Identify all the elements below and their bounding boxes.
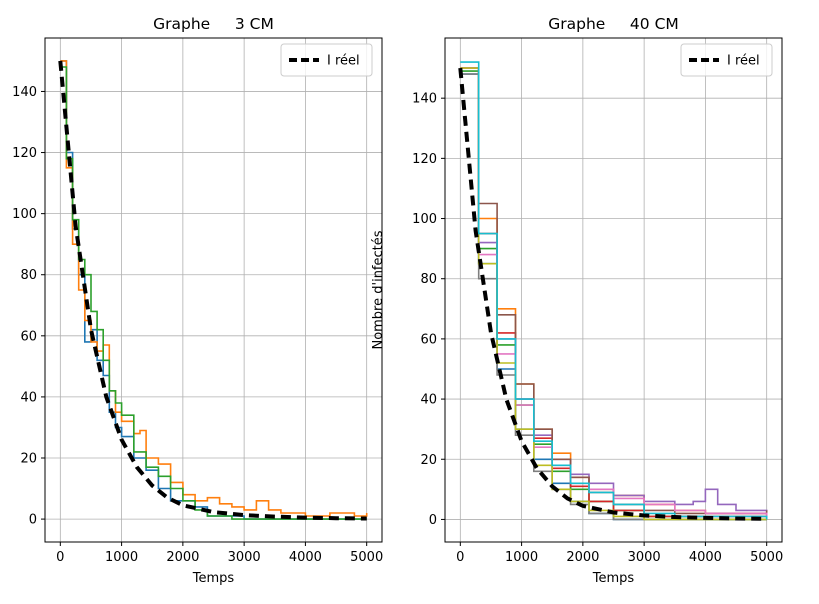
y-tick-label: 0 [429,513,437,528]
reference-line [458,67,767,521]
x-tick-label: 5000 [350,550,383,565]
plot-frame [444,37,783,543]
x-tick-label: 2000 [566,550,599,565]
x-axis-label: Temps [192,571,235,586]
y-tick-label: 140 [412,92,437,107]
legend-label: I réel [727,54,760,69]
series-line-6 [460,67,768,515]
series-line-7 [460,67,768,517]
legend: I réel [680,43,773,77]
legend-box [280,43,373,77]
series-line-1 [60,60,367,520]
y-tick-label: 40 [420,393,437,408]
y-tick-label: 120 [12,146,37,161]
series-line-1 [460,73,767,521]
x-tick-label: 4000 [689,550,722,565]
y-tick-label: 80 [420,272,437,287]
x-tick-label: 3000 [228,550,261,565]
y-tick-label: 0 [29,513,37,528]
series-line-2 [60,60,368,517]
series-line-3 [60,66,367,520]
series-group [58,60,368,521]
legend-box [680,43,773,77]
chart-1: 0 1000 2000 3000 4000 5000 0 20 40 60 80 100 120 140 G… [12,15,383,586]
y-axis-label: Nombre d'infectés [371,230,386,349]
y-tick-label: 20 [20,452,37,467]
x-axis-label: Temps [592,571,635,586]
x-tick-label: 3000 [628,550,661,565]
series-line-5 [460,67,768,514]
x-tick-label: 0 [56,550,64,565]
y-tick-label: 100 [12,207,37,222]
y-tick-label: 80 [20,268,37,283]
series-line-3 [460,70,767,521]
x-tick-label: 1000 [105,550,138,565]
series-group [458,61,768,521]
plot-frame [44,37,383,543]
reference-line [58,60,367,521]
y-tick-label: 40 [20,390,37,405]
series-line-8 [460,73,767,521]
chart-title: Graphe 40 CM [548,15,679,33]
y-tick-label: 140 [12,85,37,100]
y-tick-label: 60 [20,329,37,344]
chart-2: 0 1000 2000 3000 4000 5000 0 20 40 60 80 100 120 140 G… [371,15,783,586]
x-tick-label: 1000 [505,550,538,565]
legend-label: I réel [327,54,360,69]
y-tick-label: 120 [412,152,437,167]
series-line-9 [460,67,767,521]
y-tick-label: 60 [420,332,437,347]
y-tick-label: 100 [412,212,437,227]
x-tick-label: 0 [456,550,464,565]
series-line-10 [460,61,768,520]
series-line-4 [460,67,768,520]
chart-title: Graphe 3 CM [153,15,274,33]
x-tick-label: 5000 [750,550,783,565]
x-tick-label: 4000 [289,550,322,565]
y-tick-label: 20 [420,453,437,468]
x-tick-label: 2000 [166,550,199,565]
series-line-2 [460,67,768,517]
legend: I réel [280,43,373,77]
